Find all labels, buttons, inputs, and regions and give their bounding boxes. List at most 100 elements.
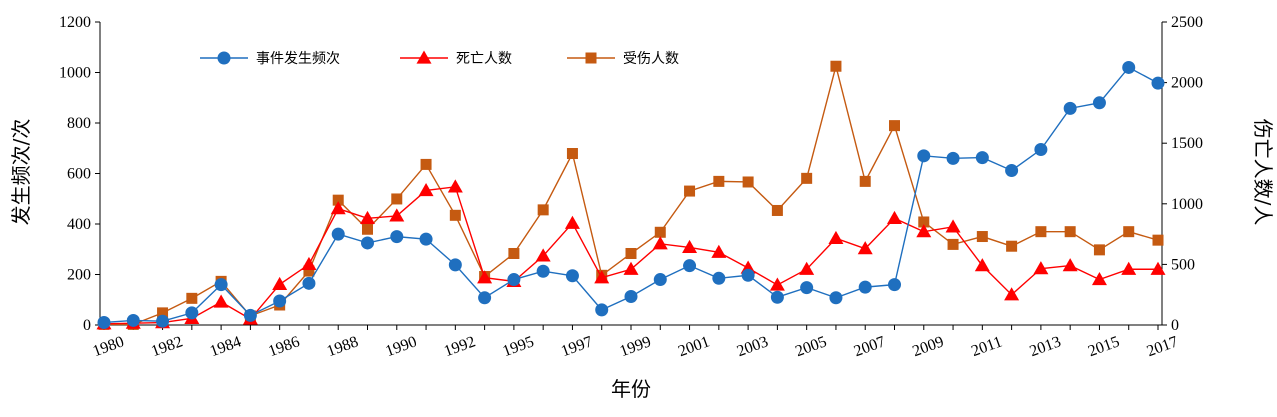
x-tick-label: 2003 (735, 333, 771, 360)
data-point-injuries (654, 226, 666, 238)
data-point-frequency (419, 232, 433, 246)
data-point-frequency (302, 276, 316, 290)
y-axis-left-title: 发生频次/次 (9, 119, 33, 226)
data-point-injuries (684, 185, 696, 197)
data-point-frequency (1092, 96, 1106, 110)
data-point-frequency (712, 271, 726, 285)
data-point-deaths (1062, 258, 1078, 272)
data-point-frequency (448, 258, 462, 272)
data-point-injuries (859, 175, 871, 187)
data-point-frequency (97, 315, 111, 329)
y-left-tick-label: 1000 (59, 65, 91, 82)
data-point-injuries (157, 307, 169, 319)
data-point-frequency (683, 259, 697, 273)
y-right-tick-label: 2500 (1171, 14, 1203, 31)
y-right-tick-label: 1000 (1171, 196, 1203, 213)
data-point-frequency (565, 269, 579, 283)
legend-label: 事件发生频次 (256, 51, 340, 67)
y-right-tick-label: 0 (1171, 317, 1179, 334)
x-tick-label: 2011 (969, 333, 1004, 360)
x-tick-label: 2007 (852, 333, 888, 360)
x-tick-label: 1982 (149, 333, 185, 360)
data-point-deaths (564, 215, 580, 229)
data-point-deaths (447, 179, 463, 193)
data-point-deaths (974, 258, 990, 272)
data-point-deaths (272, 276, 288, 291)
legend-marker (217, 51, 231, 65)
data-point-injuries (625, 247, 637, 259)
x-tick-label: 1995 (500, 333, 536, 360)
data-point-injuries (186, 292, 198, 304)
data-point-injuries (362, 223, 373, 235)
series-line-frequency (103, 66, 1159, 324)
data-point-injuries (742, 176, 754, 188)
legend-label: 受伤人数 (623, 51, 679, 67)
data-point-frequency (917, 149, 931, 163)
data-point-frequency (595, 303, 609, 317)
data-point-deaths (1004, 287, 1020, 301)
data-point-frequency (1122, 60, 1136, 74)
y-left-tick-label: 400 (67, 216, 91, 233)
data-point-frequency (829, 291, 843, 305)
data-point-injuries (1093, 244, 1105, 256)
data-point-injuries (508, 247, 520, 259)
x-tick-label: 1986 (266, 333, 302, 360)
data-point-injuries (771, 204, 783, 216)
data-point-deaths (301, 256, 317, 271)
data-point-frequency (800, 281, 814, 295)
data-point-injuries (1006, 240, 1018, 252)
data-point-deaths (1033, 261, 1049, 275)
data-point-injuries (889, 120, 900, 132)
data-point-frequency (624, 289, 638, 303)
data-point-injuries (976, 231, 988, 243)
y-right-tick-label: 500 (1171, 256, 1195, 273)
data-point-injuries (830, 60, 842, 72)
series-line-injuries (104, 66, 1159, 326)
data-point-deaths (799, 261, 815, 275)
series-frequency (97, 60, 1165, 329)
data-point-deaths (652, 236, 668, 250)
data-point-deaths (682, 239, 698, 254)
data-point-injuries (391, 193, 403, 205)
data-point-deaths (711, 244, 727, 258)
data-point-frequency (858, 280, 872, 294)
data-point-frequency (243, 308, 257, 322)
data-point-frequency (185, 306, 199, 320)
data-point-frequency (478, 291, 492, 305)
legend-marker (416, 50, 432, 64)
x-tick-label: 2009 (910, 333, 946, 360)
data-point-injuries (713, 175, 725, 187)
data-point-injuries (420, 158, 432, 170)
y-left-tick-label: 0 (83, 317, 91, 334)
data-point-deaths (916, 224, 932, 238)
data-point-frequency (770, 290, 784, 304)
data-point-frequency (126, 313, 140, 327)
data-point-frequency (390, 230, 404, 244)
data-point-injuries (1035, 226, 1047, 238)
data-point-deaths (828, 230, 844, 244)
legend: 事件发生频次 死亡人数 受伤人数 (200, 50, 679, 67)
data-point-deaths (1150, 261, 1166, 275)
data-point-injuries (801, 172, 813, 184)
data-point-frequency (946, 151, 960, 165)
data-point-frequency (361, 236, 374, 250)
y-right-tick-label: 2000 (1171, 75, 1203, 92)
data-point-injuries (1152, 234, 1164, 246)
data-point-frequency (273, 294, 287, 308)
data-point-frequency (1034, 143, 1048, 157)
axes (95, 21, 1167, 330)
data-point-injuries (918, 216, 930, 228)
y-left-tick-label: 200 (67, 267, 91, 284)
x-tick-label: 1990 (383, 333, 419, 360)
data-point-frequency (1151, 76, 1165, 90)
data-point-deaths (594, 270, 610, 284)
y-axis-right-title: 伤亡人数/人 (1251, 119, 1275, 226)
data-point-injuries (537, 204, 549, 216)
x-tick-label: 2015 (1086, 333, 1122, 360)
x-tick-label: 1992 (442, 333, 478, 360)
data-point-deaths (1121, 261, 1137, 275)
x-tick-label: 2017 (1145, 333, 1181, 360)
data-point-deaths (535, 248, 551, 262)
data-point-deaths (360, 210, 375, 224)
